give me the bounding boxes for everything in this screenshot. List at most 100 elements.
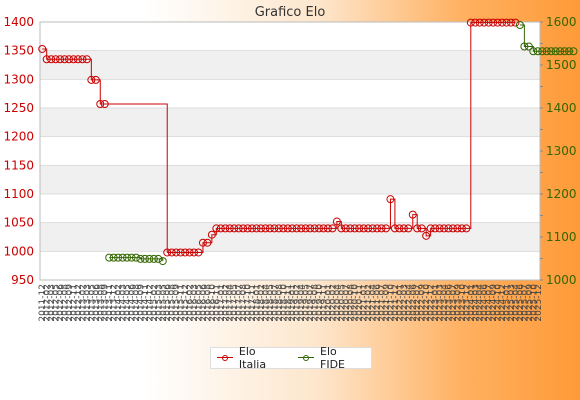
data-point [51,55,60,64]
legend-item-elo-italia[interactable]: Elo Italia [217,345,286,371]
data-point [422,231,431,240]
x-tick-label: 2013-11 [105,284,115,322]
data-point [203,238,212,247]
x-tick-label: 2022-03 [400,284,410,322]
x-tick-label: 2025-06 [516,284,526,322]
x-tick-label: 2020-02 [328,284,338,322]
x-tick-label: 2020-11 [355,284,365,322]
data-point [248,224,257,233]
legend-item-elo-fide[interactable]: Elo FIDE [298,345,365,371]
data-point [190,248,199,257]
plot-area [40,22,540,280]
data-point [310,224,319,233]
data-point [377,224,386,233]
x-tick-label: 2023-12 [462,284,472,322]
x-tick-label: 2019-07 [306,284,316,322]
y-right-tick-label: 1200 [546,187,577,201]
x-tick-label: 2023-10 [458,284,468,322]
x-tick-label: 2024-07 [485,284,495,322]
data-point [288,224,297,233]
data-point [498,18,507,27]
data-point [323,224,332,233]
plot-band [40,165,540,194]
x-tick-label: 2024-09 [489,284,499,322]
data-point [69,55,78,64]
data-point [484,18,493,27]
x-tick-label: 2012-02 [43,284,53,322]
data-point [506,18,515,27]
x-tick-label: 2012-06 [56,284,66,322]
x-tick-label: 2015-11 [177,284,187,322]
x-tick-label: 2018-10 [279,284,289,322]
x-tick-label: 2024-04 [476,284,486,322]
data-point [466,18,475,27]
data-point [127,253,136,262]
x-tick-label: 2019-02 [293,284,303,322]
x-tick-label: 2022-07 [413,284,423,322]
data-point [176,248,185,257]
data-point [198,238,207,247]
x-tick-label: 2017-10 [244,284,254,322]
data-point [73,55,82,64]
data-point [42,55,51,64]
data-point [158,257,167,266]
data-point [426,224,435,233]
data-point [261,224,270,233]
x-tick-label: 2016-05 [194,284,204,322]
x-tick-label: 2017-04 [226,284,236,322]
data-point [109,253,118,262]
x-tick-label: 2021-09 [382,284,392,322]
x-tick-label: 2014-02 [114,284,124,322]
data-point [96,99,105,108]
y-left-tick-label: 1200 [3,130,34,144]
data-point [404,224,413,233]
data-point [386,195,395,204]
data-point [413,224,422,233]
x-tick-label: 2025-12 [534,284,544,322]
legend-label-elo-italia: Elo Italia [238,345,267,371]
data-point [471,18,480,27]
series-elo-italia [38,18,520,257]
legend: Elo Italia Elo FIDE [210,345,372,371]
x-tick-label: 2022-04 [404,284,414,322]
y-left-tick-label: 1350 [3,44,34,58]
data-point [547,47,556,56]
x-tick-label: 2016-02 [186,284,196,322]
y-right-tick-label: 1600 [546,15,577,29]
data-point [65,55,74,64]
data-point [395,224,404,233]
x-tick-label: 2025-01 [503,284,513,322]
data-point [533,47,542,56]
data-point [283,224,292,233]
x-tick-label: 2021-10 [386,284,396,322]
x-tick-label: 2014-11 [141,284,151,322]
x-tick-label: 2017-07 [235,284,245,322]
x-tick-label: 2012-08 [61,284,71,322]
data-point [448,224,457,233]
x-tick-label: 2024-03 [471,284,481,322]
data-point [417,224,426,233]
x-tick-label: 2018-07 [270,284,280,322]
y-left-tick-label: 950 [11,273,34,287]
data-point [234,224,243,233]
x-tick-label: 2025-07 [520,284,530,322]
y-right-tick-label: 1400 [546,101,577,115]
chart-title: Grafico Elo [255,5,326,20]
series-line [104,103,168,253]
data-point [565,47,574,56]
data-point [292,224,301,233]
x-tick-label: 2017-11 [248,284,258,322]
y-left-tick-label: 1300 [3,72,34,86]
data-point [131,253,140,262]
x-tick-label: 2020-07 [342,284,352,322]
data-point [38,44,47,53]
data-point [364,224,373,233]
y-right-tick-label: 1500 [546,58,577,72]
data-point [56,55,65,64]
data-point [489,18,498,27]
data-point [172,248,181,257]
data-point [399,224,408,233]
y-left-tick-label: 1400 [3,15,34,29]
x-tick-label: 2024-12 [498,284,508,322]
x-tick-label: 2015-05 [159,284,169,322]
